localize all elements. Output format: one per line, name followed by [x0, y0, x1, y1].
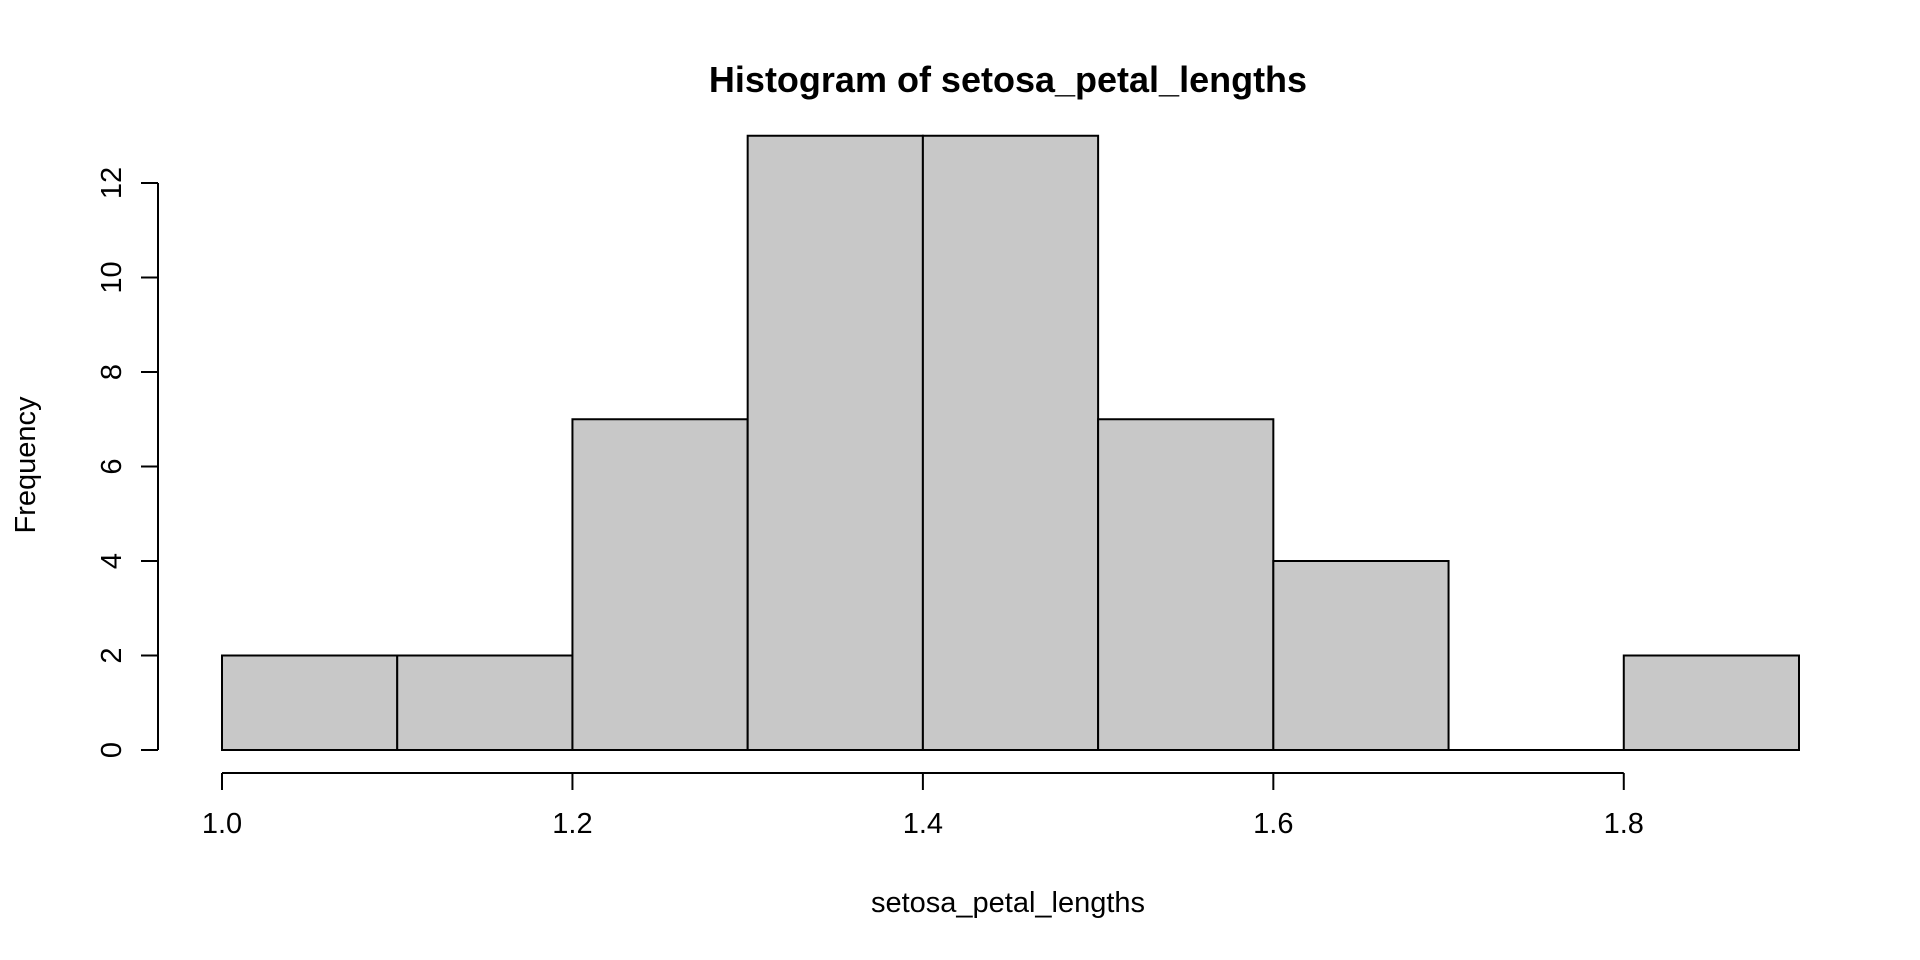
bars-group — [221, 134, 1801, 751]
histogram-bar — [746, 134, 924, 751]
y-tick-label: 0 — [96, 742, 128, 758]
y-axis: 0 2 4 6 8 10 12 — [96, 167, 159, 758]
chart-title: Histogram of setosa_petal_lengths — [709, 59, 1307, 100]
x-tick-label: 1.8 — [1604, 808, 1644, 840]
y-tick-label: 4 — [96, 553, 128, 569]
x-tick-label: 1.0 — [202, 808, 242, 840]
y-tick-label: 12 — [96, 167, 128, 199]
x-tick-label: 1.6 — [1253, 808, 1293, 840]
x-axis: 1.0 1.2 1.4 1.6 1.8 — [202, 772, 1644, 840]
histogram-bar — [921, 134, 1100, 751]
histogram-bar — [1097, 418, 1275, 751]
histogram-bar — [396, 654, 574, 751]
histogram-bar — [571, 418, 749, 751]
y-tick-label: 6 — [96, 458, 128, 474]
histogram-bar — [1622, 654, 1801, 751]
y-axis-label: Frequency — [10, 396, 42, 534]
y-tick-label: 8 — [96, 364, 128, 380]
y-tick-label: 2 — [96, 647, 128, 663]
histogram-bar — [221, 654, 399, 751]
y-tick-label: 10 — [96, 261, 128, 293]
histogram-bar — [1272, 560, 1450, 751]
x-axis-label: setosa_petal_lengths — [871, 887, 1145, 919]
x-tick-label: 1.4 — [903, 808, 943, 840]
x-tick-label: 1.2 — [552, 808, 592, 840]
